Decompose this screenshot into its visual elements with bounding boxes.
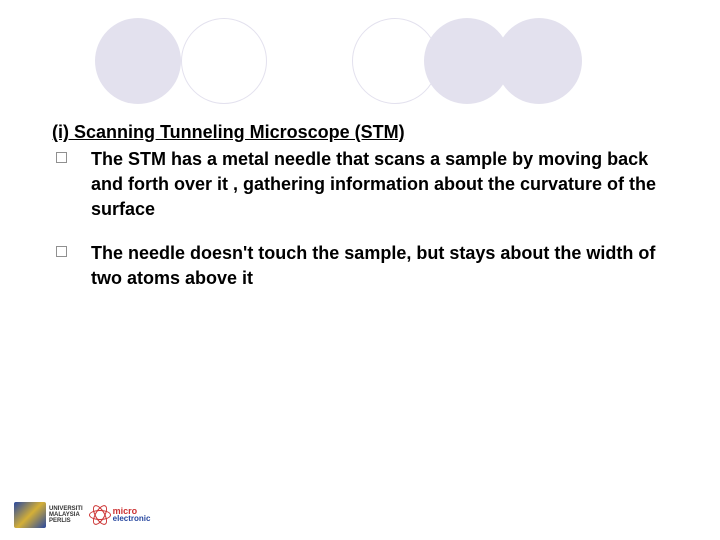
slide-heading: (i) Scanning Tunneling Microscope (STM) <box>52 122 668 143</box>
atom-icon <box>89 504 111 526</box>
circle-5 <box>496 18 582 104</box>
micro-text: micro electronic <box>113 507 151 522</box>
bullet-text: The needle doesn't touch the sample, but… <box>91 241 668 291</box>
decorative-circles <box>95 18 582 104</box>
circle-2 <box>181 18 267 104</box>
bullet-item: The STM has a metal needle that scans a … <box>52 147 668 221</box>
unimap-logo: UNIVERSITI MALAYSIA PERLIS <box>14 502 83 528</box>
slide-content: (i) Scanning Tunneling Microscope (STM) … <box>52 122 668 311</box>
bullet-text: The STM has a metal needle that scans a … <box>91 147 668 221</box>
unimap-text: UNIVERSITI MALAYSIA PERLIS <box>49 506 83 524</box>
unimap-line3: PERLIS <box>49 518 83 524</box>
checkbox-bullet-icon <box>56 246 67 257</box>
footer-logos: UNIVERSITI MALAYSIA PERLIS micro electro… <box>14 502 150 528</box>
micro-line2: electronic <box>113 515 151 522</box>
microelectronic-logo: micro electronic <box>89 504 151 526</box>
checkbox-bullet-icon <box>56 152 67 163</box>
circle-1 <box>95 18 181 104</box>
unimap-crest-icon <box>14 502 46 528</box>
bullet-item: The needle doesn't touch the sample, but… <box>52 241 668 291</box>
